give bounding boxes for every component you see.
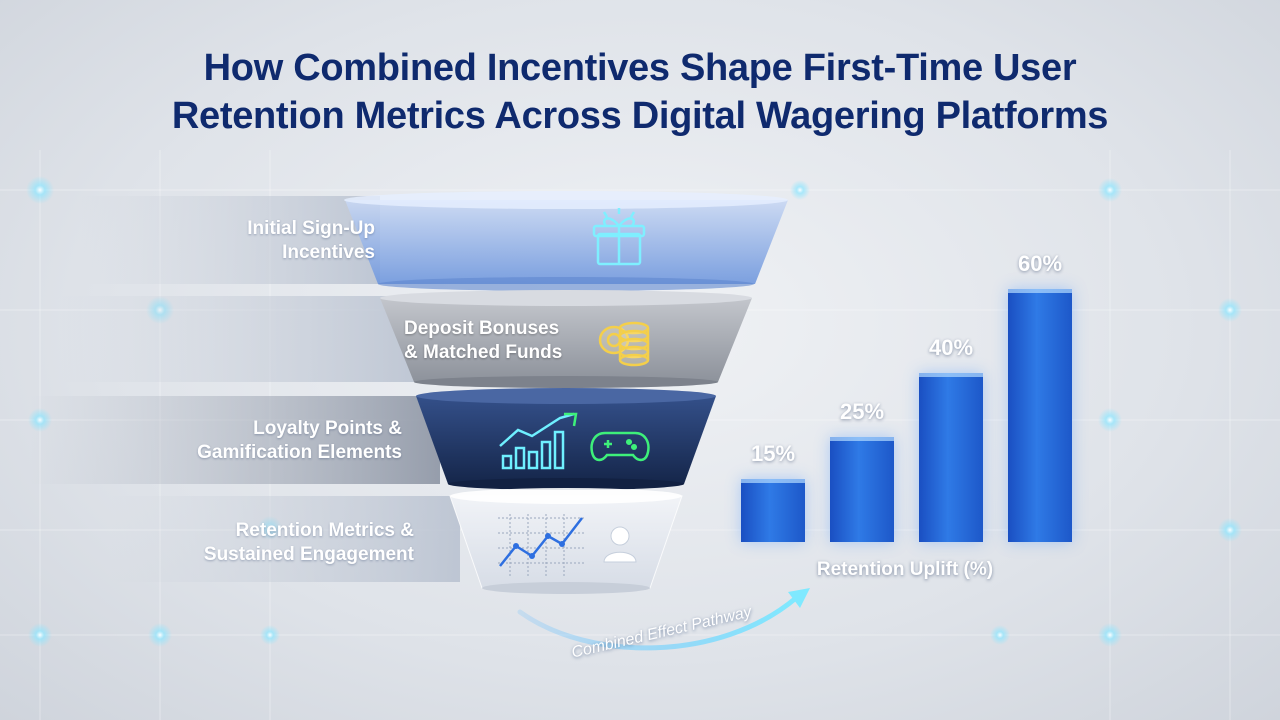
- title-line-2: Retention Metrics Across Digital Wagerin…: [171, 95, 1109, 137]
- funnel-stage-3: [416, 388, 716, 490]
- pathway-arrow: [517, 588, 810, 651]
- funnel-stage-2: [380, 290, 752, 388]
- growth-chart-icon: [499, 412, 578, 470]
- bar-4: [1008, 289, 1072, 542]
- band-stage-2: [60, 296, 420, 382]
- coins-icon: [598, 321, 650, 367]
- band-stage-4: [110, 496, 460, 582]
- bar-1: [741, 479, 805, 542]
- bar-value-label-4: 60%: [1017, 251, 1063, 276]
- chart-x-axis-label: Retention Uplift (%): [816, 559, 994, 580]
- stage-label-4: Retention Metrics & Sustained Engagement: [203, 520, 414, 565]
- bar-value-label-1: 15%: [750, 441, 796, 466]
- bar-value-label-2: 25%: [839, 399, 885, 424]
- user-icon: [603, 526, 637, 563]
- stage-label-1: Initial Sign-Up Incentives: [247, 218, 375, 263]
- page-title: How Combined Incentives Shape First-Time…: [0, 44, 1280, 140]
- line-chart-icon: [498, 514, 584, 576]
- title-line-1: How Combined Incentives Shape First-Time…: [203, 47, 1077, 89]
- band-stage-1: [80, 196, 380, 284]
- bar-2: [830, 437, 894, 542]
- band-stage-3: [30, 396, 440, 484]
- gamepad-icon: [590, 431, 650, 462]
- bar-3: [919, 373, 983, 542]
- gift-icon: [592, 208, 646, 266]
- funnel-stage-4: [449, 488, 683, 594]
- bar-value-label-3: 40%: [928, 335, 974, 360]
- funnel-stage-1: [344, 191, 788, 291]
- stage-label-2: Deposit Bonuses & Matched Funds: [404, 318, 563, 363]
- stage-label-3: Loyalty Points & Gamification Elements: [197, 418, 402, 463]
